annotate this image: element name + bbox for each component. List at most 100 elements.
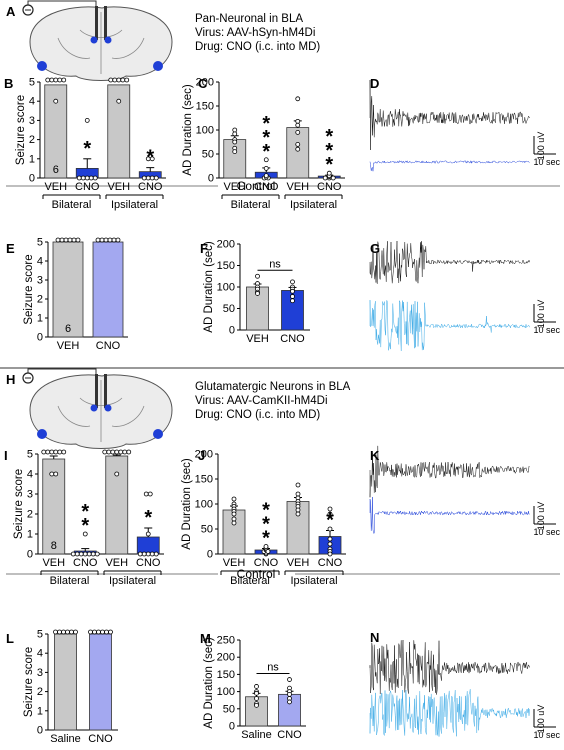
data-point xyxy=(110,449,116,455)
y-tick-label: 100 xyxy=(195,499,213,511)
data-point xyxy=(145,175,151,181)
significance-star: * xyxy=(81,501,89,523)
data-point xyxy=(53,449,59,455)
panel-letter: M xyxy=(200,631,211,646)
header-line1: Glutamatergic Neurons in BLA xyxy=(195,381,351,393)
data-point xyxy=(149,551,155,557)
bar xyxy=(286,127,310,179)
data-point xyxy=(55,237,61,243)
bar xyxy=(44,84,68,179)
x-tick-label: CNO xyxy=(73,557,98,569)
bar xyxy=(54,633,77,731)
y-tick-label: 0 xyxy=(37,332,43,344)
y-axis-label: Seizure score xyxy=(13,469,25,539)
x-tick-label: VEH xyxy=(44,181,67,193)
y-tick-label: 5 xyxy=(29,77,35,89)
y-tick-label: 50 xyxy=(201,524,213,536)
data-point xyxy=(295,118,301,124)
data-point xyxy=(111,237,117,243)
panel-letter: F xyxy=(200,241,208,256)
data-point xyxy=(80,175,86,181)
n-label: 8 xyxy=(51,540,57,552)
significance-star: * xyxy=(325,154,333,176)
significance-star: * xyxy=(326,510,334,532)
data-point xyxy=(41,449,47,455)
data-point xyxy=(86,551,92,557)
data-point xyxy=(69,629,74,635)
y-tick-label: 200 xyxy=(195,449,213,461)
y-tick-label: 0 xyxy=(229,325,235,337)
significance-star: * xyxy=(262,113,270,135)
panel-letter: B xyxy=(4,76,13,91)
y-tick-label: 5 xyxy=(27,449,33,461)
data-point xyxy=(126,449,132,455)
significance-star: * xyxy=(81,515,89,537)
data-point xyxy=(124,77,130,83)
y-tick-label: 5 xyxy=(37,629,43,641)
y-axis-label: AD Duration (sec) xyxy=(181,458,193,550)
data-point xyxy=(290,279,295,285)
data-point xyxy=(254,684,259,689)
x-tick-label: CNO xyxy=(96,340,121,352)
panel-letter: K xyxy=(370,448,380,463)
data-point xyxy=(232,149,238,155)
eeg-trace xyxy=(369,79,530,151)
group-label: Ipsilateral xyxy=(290,199,337,211)
y-tick-label: 150 xyxy=(195,474,213,486)
data-point xyxy=(322,175,328,181)
data-point xyxy=(141,551,147,557)
data-point xyxy=(295,129,301,135)
significance-star: * xyxy=(144,507,152,529)
data-point xyxy=(108,77,114,83)
panel-letter: E xyxy=(6,241,15,256)
data-point xyxy=(84,118,90,123)
data-point xyxy=(92,629,97,635)
bar xyxy=(92,241,124,338)
data-point xyxy=(116,98,122,104)
y-tick-label: 200 xyxy=(196,77,214,89)
x-tick-label: VEH xyxy=(287,557,310,569)
y-tick-label: 4 xyxy=(37,256,43,268)
y-tick-label: 4 xyxy=(27,469,33,481)
data-point xyxy=(49,471,55,477)
data-point xyxy=(263,544,269,549)
data-point xyxy=(231,516,237,522)
scale-sec-label: 10 sec xyxy=(533,730,560,740)
data-point xyxy=(57,449,63,455)
control-divider-top: Control xyxy=(6,179,560,193)
scale-sec-label: 10 sec xyxy=(533,157,560,167)
y-tick-label: 3 xyxy=(27,489,33,501)
x-tick-label: VEH xyxy=(107,181,130,193)
data-point xyxy=(149,175,155,181)
x-tick-label: CNO xyxy=(317,181,342,193)
y-tick-label: 200 xyxy=(217,652,235,664)
bar xyxy=(105,455,129,555)
y-tick-label: 2 xyxy=(29,134,35,146)
data-point xyxy=(96,629,101,635)
panel-letter-h: H xyxy=(6,372,15,387)
group-label: Bilateral xyxy=(231,199,271,211)
n-label: 6 xyxy=(65,323,71,335)
scale-sec-label: 10 sec xyxy=(533,325,560,335)
data-point xyxy=(231,496,237,502)
y-tick-label: 100 xyxy=(217,686,235,698)
data-point xyxy=(49,449,55,455)
scale-uv-label: 100 uV xyxy=(536,705,546,734)
n-label: 6 xyxy=(53,164,59,176)
significance-star: * xyxy=(262,514,270,536)
data-point xyxy=(141,175,147,181)
data-point xyxy=(149,156,155,162)
header-line3: Drug: CNO (i.c. into MD) xyxy=(195,409,320,421)
significance-star: * xyxy=(262,127,270,149)
x-tick-label: CNO xyxy=(254,181,279,193)
x-tick-label: VEH xyxy=(42,557,65,569)
brain-diagram-bottom xyxy=(22,368,173,449)
data-point xyxy=(118,449,124,455)
y-tick-label: 4 xyxy=(29,96,35,108)
y-tick-label: 250 xyxy=(217,635,235,647)
significance-star: * xyxy=(262,528,270,550)
